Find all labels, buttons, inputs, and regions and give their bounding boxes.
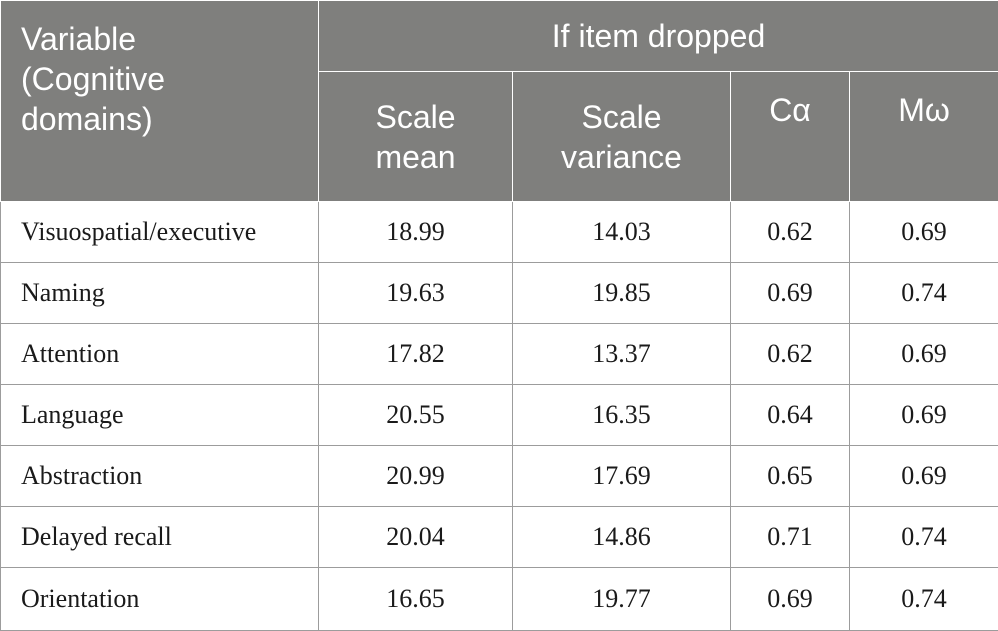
- scale-variance-cell: 17.69: [512, 445, 731, 507]
- c-alpha-cell: 0.69: [730, 262, 850, 324]
- scale-variance-cell: 16.35: [512, 384, 731, 446]
- variable-cell: Abstraction: [0, 445, 319, 507]
- c-alpha-cell: 0.69: [730, 567, 850, 631]
- table-row: Abstraction 20.99 17.69 0.65 0.69: [0, 445, 998, 507]
- scale-variance-header-line: Scale: [581, 98, 662, 135]
- table-header: Variable (Cognitive domains) If item dro…: [0, 0, 998, 202]
- scale-variance-header: Scale variance: [512, 71, 731, 202]
- c-alpha-header: Cα: [730, 71, 850, 202]
- variable-header-line: Variable: [21, 21, 137, 57]
- scale-mean-cell: 17.82: [318, 323, 513, 385]
- table-body: Visuospatial/executive 18.99 14.03 0.62 0.69…: [0, 201, 998, 631]
- variable-cell: Attention: [0, 323, 319, 385]
- scale-variance-cell: 14.86: [512, 506, 731, 568]
- variable-cell: Naming: [0, 262, 319, 324]
- table-row: Visuospatial/executive 18.99 14.03 0.62 0.69: [0, 201, 998, 263]
- m-omega-header: Mω: [848, 71, 998, 202]
- table-row: Orientation 16.65 19.77 0.69 0.74: [0, 567, 998, 631]
- scale-mean-header-line: mean: [375, 138, 456, 175]
- scale-mean-cell: 16.65: [318, 567, 513, 631]
- scale-mean-cell: 20.99: [318, 445, 513, 507]
- m-omega-cell: 0.74: [848, 262, 998, 324]
- m-omega-cell: 0.69: [848, 445, 998, 507]
- c-alpha-cell: 0.65: [730, 445, 850, 507]
- scale-mean-cell: 20.04: [318, 506, 513, 568]
- m-omega-cell: 0.74: [848, 567, 998, 631]
- m-omega-cell: 0.69: [848, 201, 998, 263]
- variable-header-line: (Cognitive: [21, 61, 166, 97]
- if-item-dropped-header: If item dropped: [317, 0, 998, 72]
- scale-mean-cell: 20.55: [318, 384, 513, 446]
- scale-variance-cell: 19.77: [512, 567, 731, 631]
- m-omega-cell: 0.69: [848, 384, 998, 446]
- variable-cell: Orientation: [0, 567, 319, 631]
- variable-column-header: Variable (Cognitive domains): [0, 0, 319, 202]
- c-alpha-cell: 0.71: [730, 506, 850, 568]
- table-row: Language 20.55 16.35 0.64 0.69: [0, 384, 998, 446]
- variable-cell: Delayed recall: [0, 506, 319, 568]
- scale-variance-header-line: variance: [561, 138, 682, 175]
- m-omega-cell: 0.69: [848, 323, 998, 385]
- scale-mean-cell: 19.63: [318, 262, 513, 324]
- scale-mean-header: Scale mean: [318, 71, 513, 202]
- c-alpha-cell: 0.64: [730, 384, 850, 446]
- scale-variance-cell: 19.85: [512, 262, 731, 324]
- m-omega-cell: 0.74: [848, 506, 998, 568]
- table-row: Naming 19.63 19.85 0.69 0.74: [0, 262, 998, 324]
- table-row: Attention 17.82 13.37 0.62 0.69: [0, 323, 998, 385]
- variable-cell: Visuospatial/executive: [0, 201, 319, 263]
- variable-header-line: domains): [21, 101, 153, 137]
- variable-cell: Language: [0, 384, 319, 446]
- c-alpha-cell: 0.62: [730, 323, 850, 385]
- scale-variance-cell: 13.37: [512, 323, 731, 385]
- c-alpha-cell: 0.62: [730, 201, 850, 263]
- scale-mean-cell: 18.99: [318, 201, 513, 263]
- scale-mean-header-line: Scale: [375, 98, 456, 135]
- scale-variance-cell: 14.03: [512, 201, 731, 263]
- table-row: Delayed recall 20.04 14.86 0.71 0.74: [0, 506, 998, 568]
